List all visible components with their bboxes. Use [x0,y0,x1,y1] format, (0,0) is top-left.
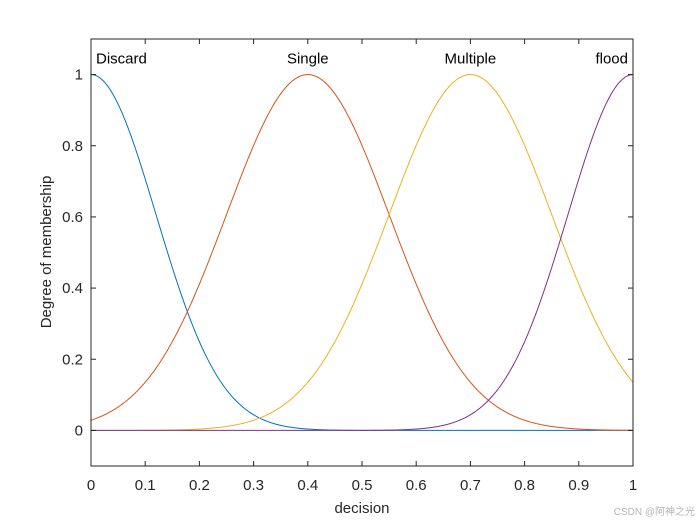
x-tick-label: 0.1 [135,477,156,494]
plot-area [91,39,633,466]
y-axis-label: Degree of membership [38,176,55,329]
mf-label-multiple: Multiple [445,51,497,68]
x-tick-label: 0.2 [189,477,210,494]
mf-labels-group: Discard Single Multiple flood [96,51,628,68]
mf-label-discard: Discard [96,51,147,68]
mf-label-single: Single [287,51,329,68]
y-tick-label: 0.6 [62,209,83,226]
x-tick-label: 0.3 [243,477,264,494]
x-tick-label: 0.7 [460,477,481,494]
y-tick-label: 0.2 [62,351,83,368]
y-tick-label: 0 [75,422,83,439]
series-line-flood [91,74,634,431]
y-tick-label: 0.8 [62,138,83,155]
series-line-multiple [91,74,634,431]
x-tick-label: 0.6 [406,477,427,494]
y-tick-label: 0.4 [62,280,83,297]
x-tick-label: 1 [629,477,637,494]
x-tick-label: 0.8 [514,477,535,494]
watermark-text: CSDN @阿神之光 [614,505,695,518]
x-tick-label: 0.5 [352,477,373,494]
x-axis-label: decision [334,500,389,517]
y-ticks-group: 0 0.2 0.4 0.6 0.8 1 [62,67,633,439]
x-ticks-group: 0 0.1 0.2 0.3 0.4 0.5 0.6 0.7 0.8 0.9 1 [87,39,637,494]
x-tick-label: 0.9 [568,477,589,494]
series-line-single [90,74,634,431]
x-tick-label: 0.4 [297,477,318,494]
mf-label-flood: flood [595,51,628,68]
y-tick-label: 1 [75,67,83,84]
curves-group [90,74,634,431]
x-tick-label: 0 [87,477,95,494]
